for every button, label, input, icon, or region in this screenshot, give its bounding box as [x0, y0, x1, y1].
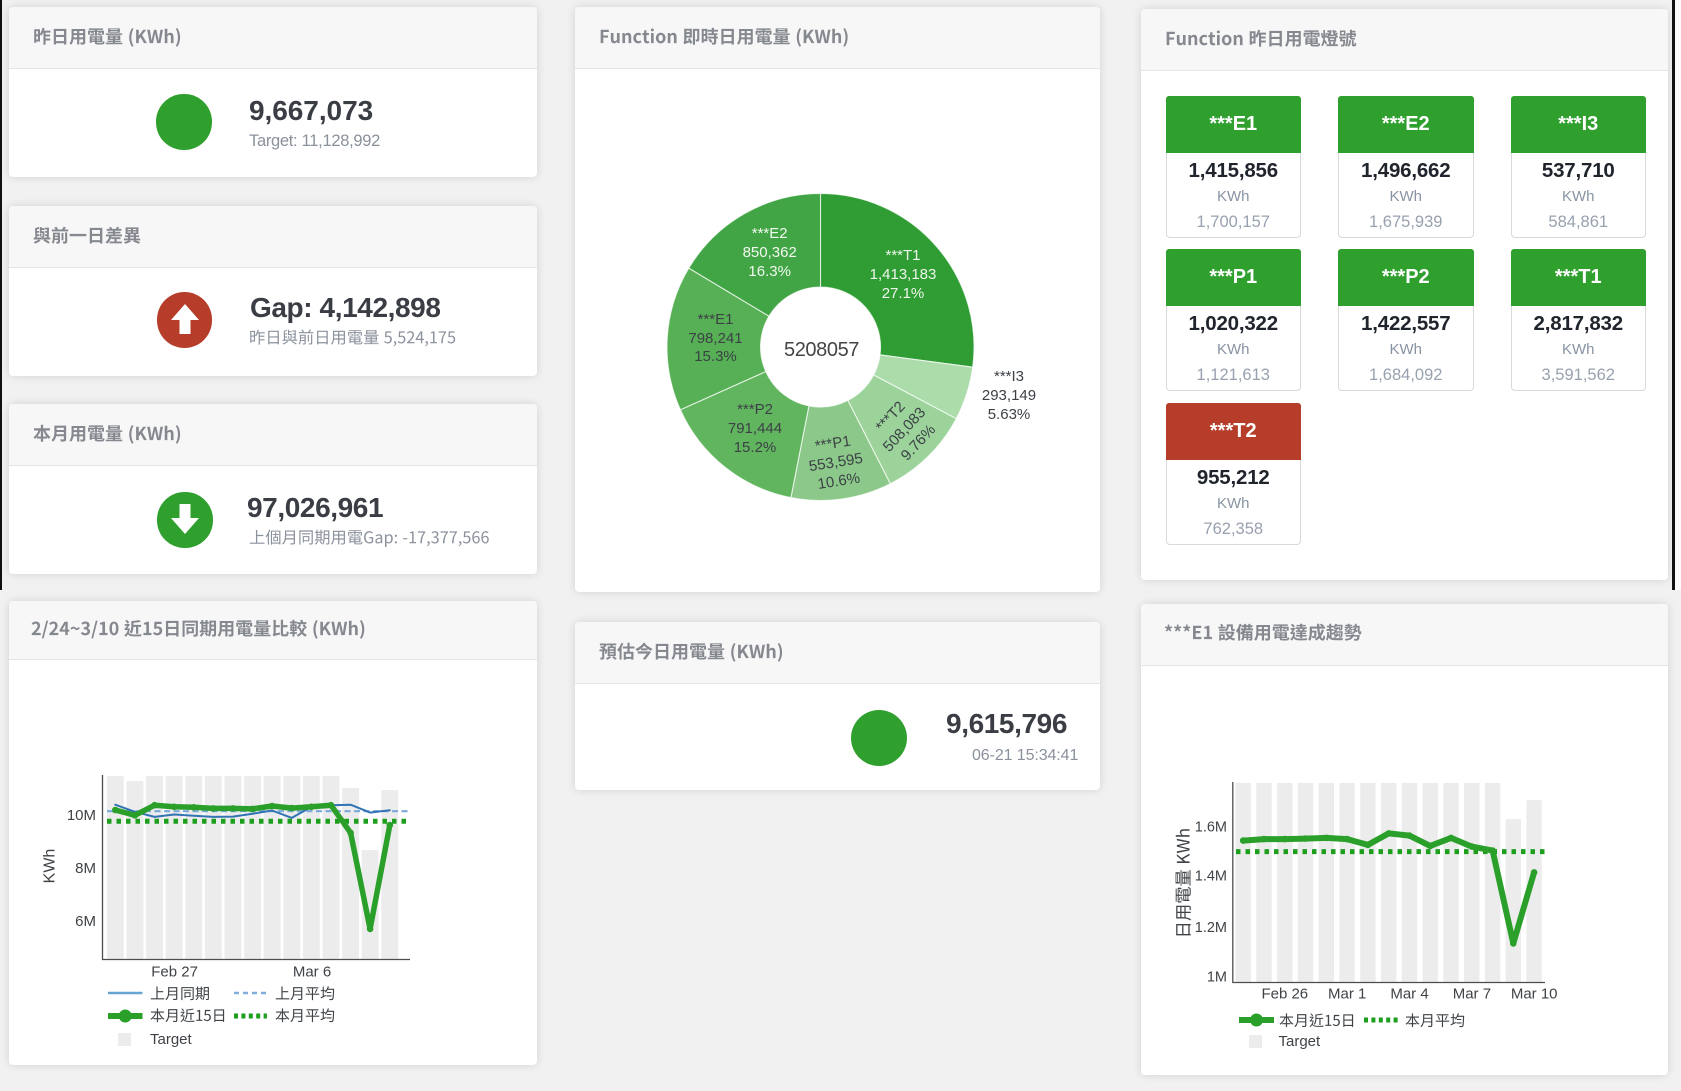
- svg-text:1.4M: 1.4M: [1195, 869, 1227, 885]
- svg-text:Mar 6: Mar 6: [293, 964, 331, 981]
- svg-text:Mar 7: Mar 7: [1453, 986, 1491, 1003]
- svg-text:Feb 26: Feb 26: [1261, 986, 1308, 1003]
- svg-text:KWh: KWh: [42, 849, 59, 884]
- svg-text:8M: 8M: [75, 860, 96, 877]
- svg-text:10M: 10M: [67, 807, 96, 824]
- svg-text:Mar 1: Mar 1: [1328, 986, 1366, 1003]
- svg-text:1.2M: 1.2M: [1195, 920, 1227, 936]
- svg-text:1.6M: 1.6M: [1195, 819, 1227, 835]
- svg-text:Mar 4: Mar 4: [1390, 986, 1428, 1003]
- svg-text:Feb 27: Feb 27: [151, 964, 198, 981]
- svg-text:Mar 10: Mar 10: [1511, 986, 1558, 1003]
- svg-text:6M: 6M: [75, 913, 96, 930]
- svg-text:1M: 1M: [1207, 970, 1227, 986]
